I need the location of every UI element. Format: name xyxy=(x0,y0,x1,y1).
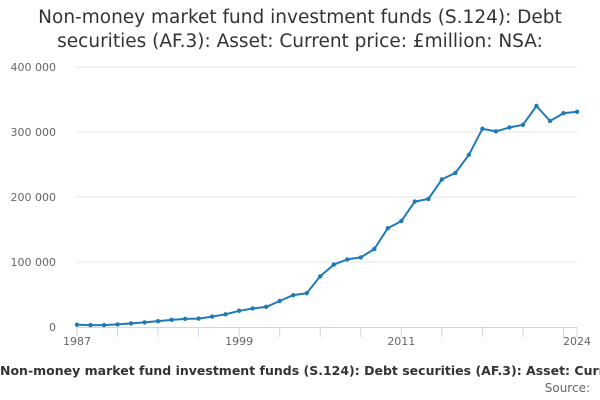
data-point xyxy=(331,262,336,267)
data-point xyxy=(480,126,485,131)
data-point xyxy=(88,322,93,328)
series-layer xyxy=(74,103,580,328)
data-point xyxy=(561,110,566,116)
series-line xyxy=(76,105,578,327)
legend-entry[interactable]: Non-money market fund investment funds (… xyxy=(0,363,600,378)
data-point xyxy=(250,306,255,311)
data-point xyxy=(358,255,363,260)
data-point xyxy=(574,109,580,115)
axes xyxy=(76,327,578,337)
y-tick-label: 200 000 xyxy=(11,191,57,204)
data-point xyxy=(182,316,188,322)
data-point xyxy=(399,218,404,224)
y-tick-label: 300 000 xyxy=(11,126,57,139)
y-tick-label: 100 000 xyxy=(11,256,57,269)
chart-title: Non-money market fund investment funds (… xyxy=(0,6,600,54)
data-point xyxy=(196,316,201,321)
y-tick-label: 0 xyxy=(49,321,56,334)
data-point xyxy=(155,318,161,324)
data-point xyxy=(209,314,215,319)
data-point xyxy=(142,320,147,325)
data-point xyxy=(115,322,120,327)
x-axis-ticks: 1987 1999 2011 2024 xyxy=(63,335,591,348)
y-axis-ticks: 0 100 000 200 000 300 000 400 000 xyxy=(11,61,57,334)
y-tick-label: 400 000 xyxy=(11,61,57,74)
data-point xyxy=(318,274,323,279)
data-point xyxy=(372,246,377,252)
data-point xyxy=(263,304,269,310)
data-point xyxy=(277,298,282,304)
x-tick-label: 1999 xyxy=(225,335,253,348)
data-point xyxy=(520,122,526,128)
chart-title-line-2: securities (AF.3): Asset: Current price:… xyxy=(57,31,543,52)
data-point xyxy=(74,322,80,327)
x-tick-label: 2011 xyxy=(387,335,415,348)
data-point xyxy=(169,317,174,323)
x-tick-label: 1987 xyxy=(63,335,91,348)
data-point xyxy=(466,152,472,157)
data-point xyxy=(507,125,512,130)
data-point xyxy=(412,199,418,204)
x-tick-label: 2024 xyxy=(563,335,591,348)
data-point xyxy=(291,292,296,298)
data-point xyxy=(345,257,350,262)
data-point xyxy=(223,312,228,317)
data-point xyxy=(236,308,242,313)
data-point xyxy=(128,321,134,326)
gridlines xyxy=(77,66,577,263)
data-point xyxy=(493,129,499,134)
data-point xyxy=(534,103,539,109)
data-point xyxy=(547,118,553,124)
data-point xyxy=(453,170,458,176)
data-point xyxy=(439,177,445,182)
data-point xyxy=(304,291,309,296)
data-point xyxy=(101,322,107,328)
data-point xyxy=(426,196,431,202)
data-point xyxy=(385,226,391,231)
chart-title-line-1: Non-money market fund investment funds (… xyxy=(38,7,562,28)
source-credit[interactable]: Source: xyxy=(544,381,590,395)
